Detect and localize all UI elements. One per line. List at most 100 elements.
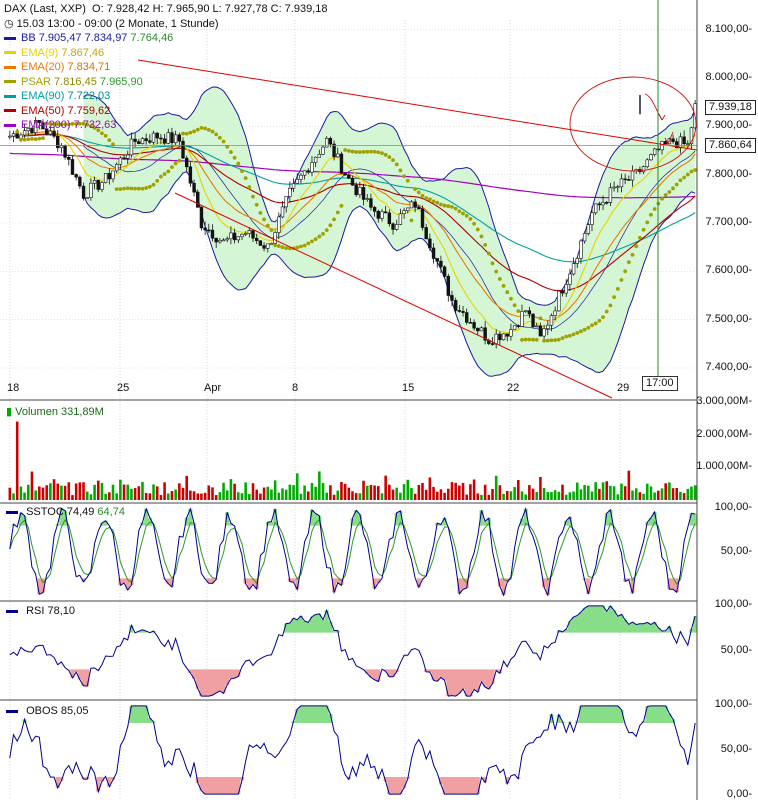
candle-body — [203, 227, 207, 231]
volume-bar — [369, 485, 373, 500]
volume-bar — [406, 479, 410, 500]
candle-body — [582, 233, 587, 242]
psar-dot — [516, 309, 521, 314]
candle-body — [619, 178, 624, 188]
volume-bar — [85, 491, 89, 500]
candle-body — [457, 310, 462, 312]
candle-body — [111, 170, 115, 180]
candle-body — [63, 145, 67, 158]
candle-body — [627, 179, 631, 181]
volume-bar — [458, 485, 461, 500]
candle-body — [332, 143, 336, 158]
psar-dot — [372, 149, 377, 154]
legend-item-ema20[interactable]: EMA(20) 7.834,71 — [4, 60, 328, 75]
volume-bar — [281, 488, 284, 500]
psar-dot — [608, 303, 613, 308]
volume-panel[interactable] — [8, 421, 697, 500]
candle-body — [568, 273, 572, 285]
legend-item-bb[interactable]: BB 7.905,47 7.834,97 7.764,46 — [4, 31, 328, 46]
volume-bar — [391, 489, 395, 500]
psar-dot — [240, 169, 244, 174]
overbought-fill — [129, 605, 698, 633]
psar-dot — [177, 158, 182, 163]
candle-body — [118, 157, 123, 165]
psar-dot — [490, 261, 495, 266]
candle-body — [605, 202, 609, 204]
candle-body — [553, 310, 557, 316]
candle-body — [424, 227, 428, 240]
legend-item-psar[interactable]: PSAR 7.816,45 7.965,90 — [4, 75, 328, 90]
main-price-panel[interactable] — [0, 0, 698, 399]
candle-body — [678, 136, 683, 149]
psar-dot — [483, 242, 488, 247]
psar-dot — [652, 207, 657, 211]
psar-dot — [464, 213, 469, 218]
candle-body — [652, 148, 657, 155]
volume-bar — [435, 491, 439, 500]
psar-dot — [435, 200, 440, 205]
volume-bar — [553, 490, 557, 500]
psar-dot — [479, 234, 484, 239]
psar-dot — [151, 182, 156, 187]
legend-item-ema9[interactable]: EMA(9) 7.867,46 — [4, 46, 328, 61]
volume-bar — [255, 489, 258, 500]
volume-bar — [487, 494, 491, 500]
psar-dot — [33, 137, 38, 142]
legend-item-ema50[interactable]: EMA(50) 7.759,62 — [4, 104, 328, 119]
psar-dot — [560, 336, 565, 341]
sstoc-tick-label: 100,00- — [714, 501, 752, 513]
candle-body — [107, 173, 112, 180]
volume-bar — [41, 487, 45, 500]
psar-dot — [649, 212, 653, 217]
candle-body — [402, 210, 406, 215]
volume-bar — [399, 492, 402, 500]
psar-dot — [247, 185, 252, 190]
volume-bar — [38, 486, 41, 500]
volume-bar — [616, 494, 620, 500]
candle-body — [299, 174, 303, 180]
volume-bar — [148, 493, 152, 500]
psar-dot — [107, 138, 112, 143]
volume-bar — [284, 489, 288, 500]
period-text: 15.03 13:00 - 09:00 (2 Monate, 1 Stunde) — [16, 17, 219, 30]
candle-body — [170, 132, 174, 144]
candle-body — [675, 141, 679, 149]
psar-dot — [427, 197, 432, 202]
volume-bar — [439, 489, 443, 500]
volume-bar — [45, 485, 48, 500]
candle-body — [313, 156, 318, 163]
psar-dot — [284, 246, 289, 251]
psar-dot — [564, 334, 569, 339]
obos-panel[interactable] — [9, 705, 696, 795]
volume-bar — [336, 490, 340, 500]
legend-value: 7.764,46 — [130, 32, 174, 44]
rsi-panel[interactable] — [9, 605, 698, 697]
volume-bar — [605, 481, 609, 500]
legend-name: EMA(9) — [21, 46, 62, 59]
candle-body — [608, 187, 613, 203]
candle-body — [479, 327, 484, 332]
volume-bar — [542, 487, 546, 500]
volume-bar — [229, 479, 233, 500]
psar-dot — [317, 234, 322, 239]
volume-bar — [410, 488, 413, 500]
psar-dot — [321, 232, 325, 236]
psar-dot — [343, 148, 348, 152]
psar-dot — [361, 150, 366, 154]
volume-bar — [19, 486, 23, 500]
psar-dot — [626, 260, 631, 265]
legend-item-ema90[interactable]: EMA(90) 7.722,03 — [4, 89, 328, 104]
legend-item-ema200[interactable]: EMA(200) 7.732,63 — [4, 118, 328, 133]
candle-body — [523, 310, 528, 312]
candle-body — [59, 145, 64, 149]
volume-bar — [78, 482, 82, 500]
last-price-label: 7.939,18 — [705, 100, 756, 116]
sstoc-panel[interactable] — [9, 507, 698, 597]
indicator-line — [9, 507, 696, 597]
candle-body — [350, 178, 355, 186]
sstoc-label: SSTOC — [26, 506, 64, 518]
volume-bar — [358, 493, 362, 500]
candle-body — [325, 138, 329, 148]
psar-dot — [383, 152, 388, 157]
chart-header: DAX (Last, XXP) O: 7.928,42 H: 7.965,90 … — [4, 2, 328, 133]
